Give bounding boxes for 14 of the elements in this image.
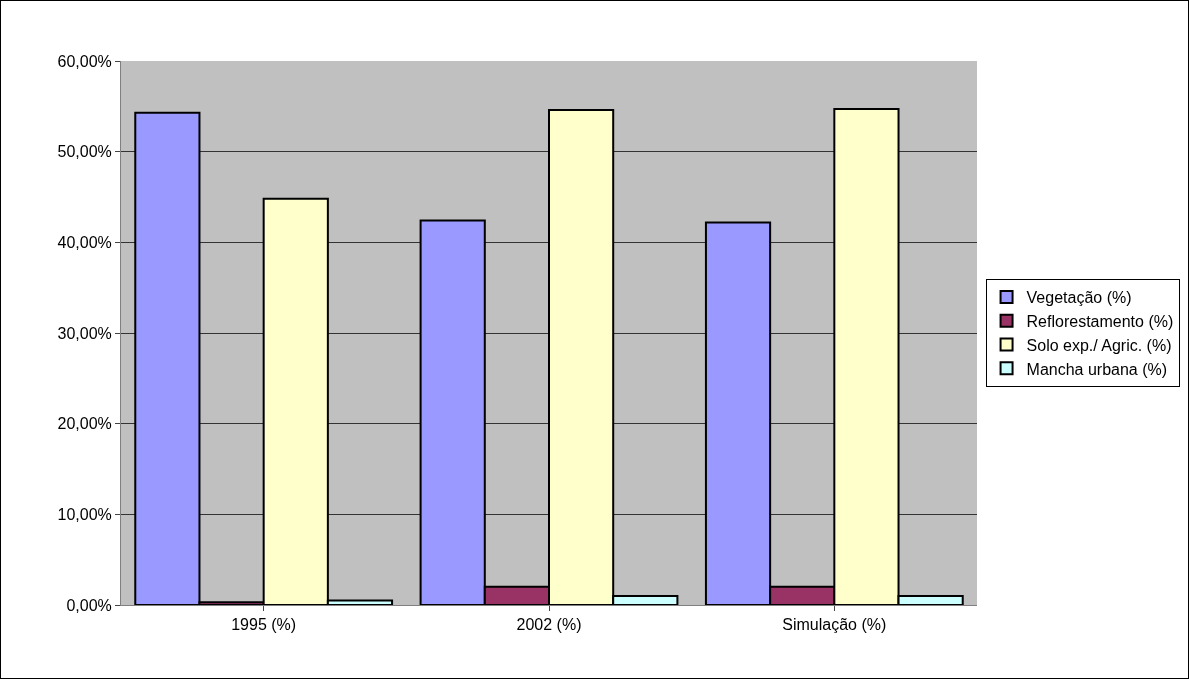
legend-label: Mancha urbana (%) xyxy=(1026,360,1168,378)
y-tick-label: 10,00% xyxy=(57,505,112,523)
x-tick-label: 1995 (%) xyxy=(231,616,297,634)
y-tick-label: 60,00% xyxy=(57,52,112,70)
y-tick-label: 40,00% xyxy=(57,233,112,251)
legend-label: Vegetação (%) xyxy=(1026,289,1132,307)
y-tick-label: 20,00% xyxy=(57,415,112,433)
legend-label: Reflorestamento (%) xyxy=(1026,312,1174,330)
x-tick-label: 2002 (%) xyxy=(516,616,582,634)
legend-label: Solo exp./ Agric. (%) xyxy=(1026,336,1172,354)
y-tick-label: 50,00% xyxy=(57,143,112,161)
y-tick-label: 30,00% xyxy=(57,324,112,342)
y-tick-label: 0,00% xyxy=(66,596,112,614)
x-tick-label: Simulação (%) xyxy=(782,616,887,634)
